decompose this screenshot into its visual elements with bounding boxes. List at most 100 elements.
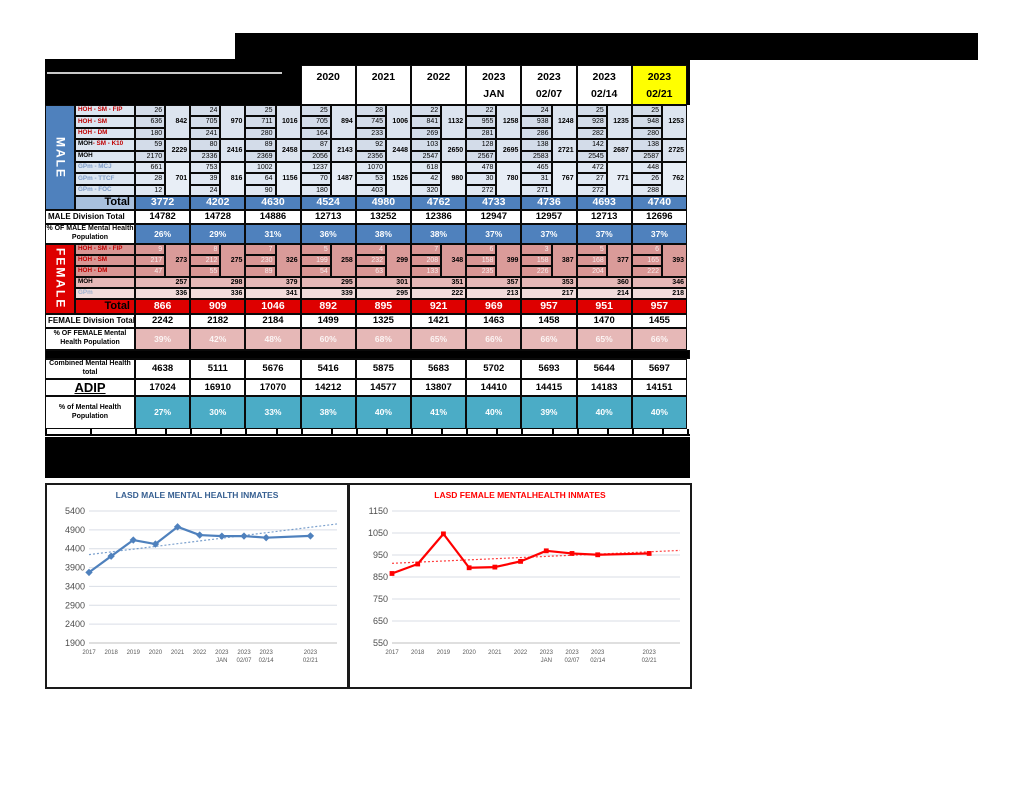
- combined-total-value: 5676: [245, 359, 301, 379]
- header-divider-line: [47, 72, 282, 74]
- male-hoh-value: 841: [411, 116, 442, 128]
- male-pct-value: 37%: [576, 224, 632, 244]
- male-division-total-value: 12713: [576, 210, 632, 224]
- male-gpm-value: 28: [135, 173, 166, 185]
- svg-text:5400: 5400: [65, 506, 85, 516]
- female-hoh-value: 55: [190, 266, 221, 277]
- male-moh-subtotal: 2416: [220, 139, 246, 162]
- female-total-value: 892: [300, 299, 356, 314]
- female-hoh-value: 217: [135, 255, 166, 266]
- combined-total-value: 5644: [576, 359, 632, 379]
- tick-mark: [441, 429, 444, 436]
- male-gpm-value: 1237: [300, 162, 331, 174]
- male-hoh-value: 180: [135, 127, 166, 139]
- female-moh-value: 346: [631, 277, 687, 288]
- female-hoh-value: 6: [631, 244, 662, 255]
- female-section-band: FEMALE: [45, 244, 75, 314]
- female-division-total-label: FEMALE Division Total: [45, 314, 135, 328]
- female-pct-value: 48%: [245, 328, 301, 350]
- tick-mark: [355, 429, 358, 436]
- female-moh-value: 360: [576, 277, 632, 288]
- tick-mark: [300, 429, 303, 436]
- female-gpm-value: 336: [135, 288, 191, 299]
- female-gpm-value: 213: [466, 288, 522, 299]
- svg-text:02/07: 02/07: [564, 658, 580, 664]
- female-moh-value: 301: [355, 277, 411, 288]
- male-gpm-value: 272: [466, 184, 497, 196]
- male-moh-value: 2356: [355, 150, 386, 162]
- male-division-total-value: 12957: [521, 210, 577, 224]
- male-moh-value: 2583: [521, 150, 552, 162]
- male-moh-value: 2170: [135, 150, 166, 162]
- female-hoh-value: 7: [411, 244, 442, 255]
- female-chart-plot: 550 650 750 850 950 1050 1150 2017 2018 2019 2020 2…: [368, 506, 681, 664]
- female-hoh-value: 212: [190, 255, 221, 266]
- male-pct-value: 31%: [245, 224, 301, 244]
- female-hoh-value: 226: [521, 266, 552, 277]
- column-header-2022: 2022: [411, 65, 467, 105]
- row-label-hoh-sm: HOH - SM: [75, 116, 135, 128]
- female-hoh-subtotal: 348: [441, 244, 467, 277]
- male-moh-subtotal: 2448: [386, 139, 411, 162]
- tick-mark: [135, 429, 137, 436]
- female-division-total-value: 1421: [411, 314, 467, 328]
- adip-value: 14212: [300, 379, 356, 396]
- row-label-hoh-dm: HOH - DM: [75, 127, 135, 139]
- male-moh-subtotal: 2687: [606, 139, 632, 162]
- male-gpm-subtotal: 701: [165, 162, 191, 196]
- male-gpm-value: 30: [466, 173, 497, 185]
- male-division-total-value: 14782: [135, 210, 191, 224]
- svg-text:550: 550: [373, 638, 388, 648]
- male-total-value: 4693: [576, 196, 632, 210]
- svg-text:2018: 2018: [104, 650, 118, 656]
- male-gpm-value: 70: [300, 173, 331, 185]
- male-chart-plot: 1900 2400 2900 3400 3900 4400 4900 5400 2017 2018…: [65, 506, 338, 664]
- male-moh-value: 80: [190, 139, 221, 151]
- male-hoh-value: 26: [135, 105, 166, 117]
- female-hoh-value: 230: [245, 255, 276, 266]
- female-pct-value: 66%: [631, 328, 687, 350]
- row-label-hoh-dm: HOH - DM: [75, 266, 135, 277]
- female-gpm-value: 339: [300, 288, 356, 299]
- svg-text:02/21: 02/21: [303, 658, 319, 664]
- female-hoh-value: 9: [135, 244, 166, 255]
- male-pct-value: 38%: [355, 224, 411, 244]
- male-pct-value: 37%: [631, 224, 687, 244]
- combined-total-value: 4638: [135, 359, 191, 379]
- male-gpm-value: 478: [466, 162, 497, 174]
- male-moh-value: 92: [355, 139, 386, 151]
- female-pct-label: % OF FEMALE Mental Health Population: [45, 328, 135, 350]
- svg-text:2020: 2020: [462, 650, 476, 656]
- tick-mark: [521, 429, 524, 436]
- male-moh-subtotal: 2650: [441, 139, 467, 162]
- male-moh-value: 142: [576, 139, 607, 151]
- male-gpm-value: 64: [245, 173, 276, 185]
- female-hoh-value: 168: [576, 255, 607, 266]
- svg-text:02/14: 02/14: [259, 658, 275, 664]
- female-hoh-value: 133: [411, 266, 442, 277]
- male-gpm-value: 753: [190, 162, 221, 174]
- male-pct-value: 37%: [466, 224, 522, 244]
- female-hoh-value: 158: [521, 255, 552, 266]
- row-label-moh: MOH: [75, 150, 135, 162]
- male-pct-value: 29%: [190, 224, 246, 244]
- female-hoh-subtotal: 275: [220, 244, 246, 277]
- male-hoh-subtotal: 1253: [662, 105, 687, 139]
- svg-text:2017: 2017: [82, 650, 96, 656]
- female-pct-value: 65%: [576, 328, 632, 350]
- male-division-total-value: 12386: [411, 210, 467, 224]
- male-gpm-value: 26: [631, 173, 662, 185]
- male-hoh-subtotal: 1132: [441, 105, 467, 139]
- row-label-gpm-ttcf: GPm - TTCF: [75, 173, 135, 185]
- tick-mark: [165, 429, 168, 436]
- column-header-2023-02/21: 2023 02/21: [631, 65, 687, 105]
- female-gpm-value: 217: [521, 288, 577, 299]
- male-hoh-subtotal: 1235: [606, 105, 632, 139]
- adip-value: 16910: [190, 379, 246, 396]
- female-division-total-value: 2184: [245, 314, 301, 328]
- svg-text:2023: 2023: [304, 650, 318, 656]
- male-total-value: 4762: [411, 196, 467, 210]
- male-hoh-value: 25: [576, 105, 607, 117]
- female-hoh-value: 204: [576, 266, 607, 277]
- female-gpm-value: 341: [245, 288, 301, 299]
